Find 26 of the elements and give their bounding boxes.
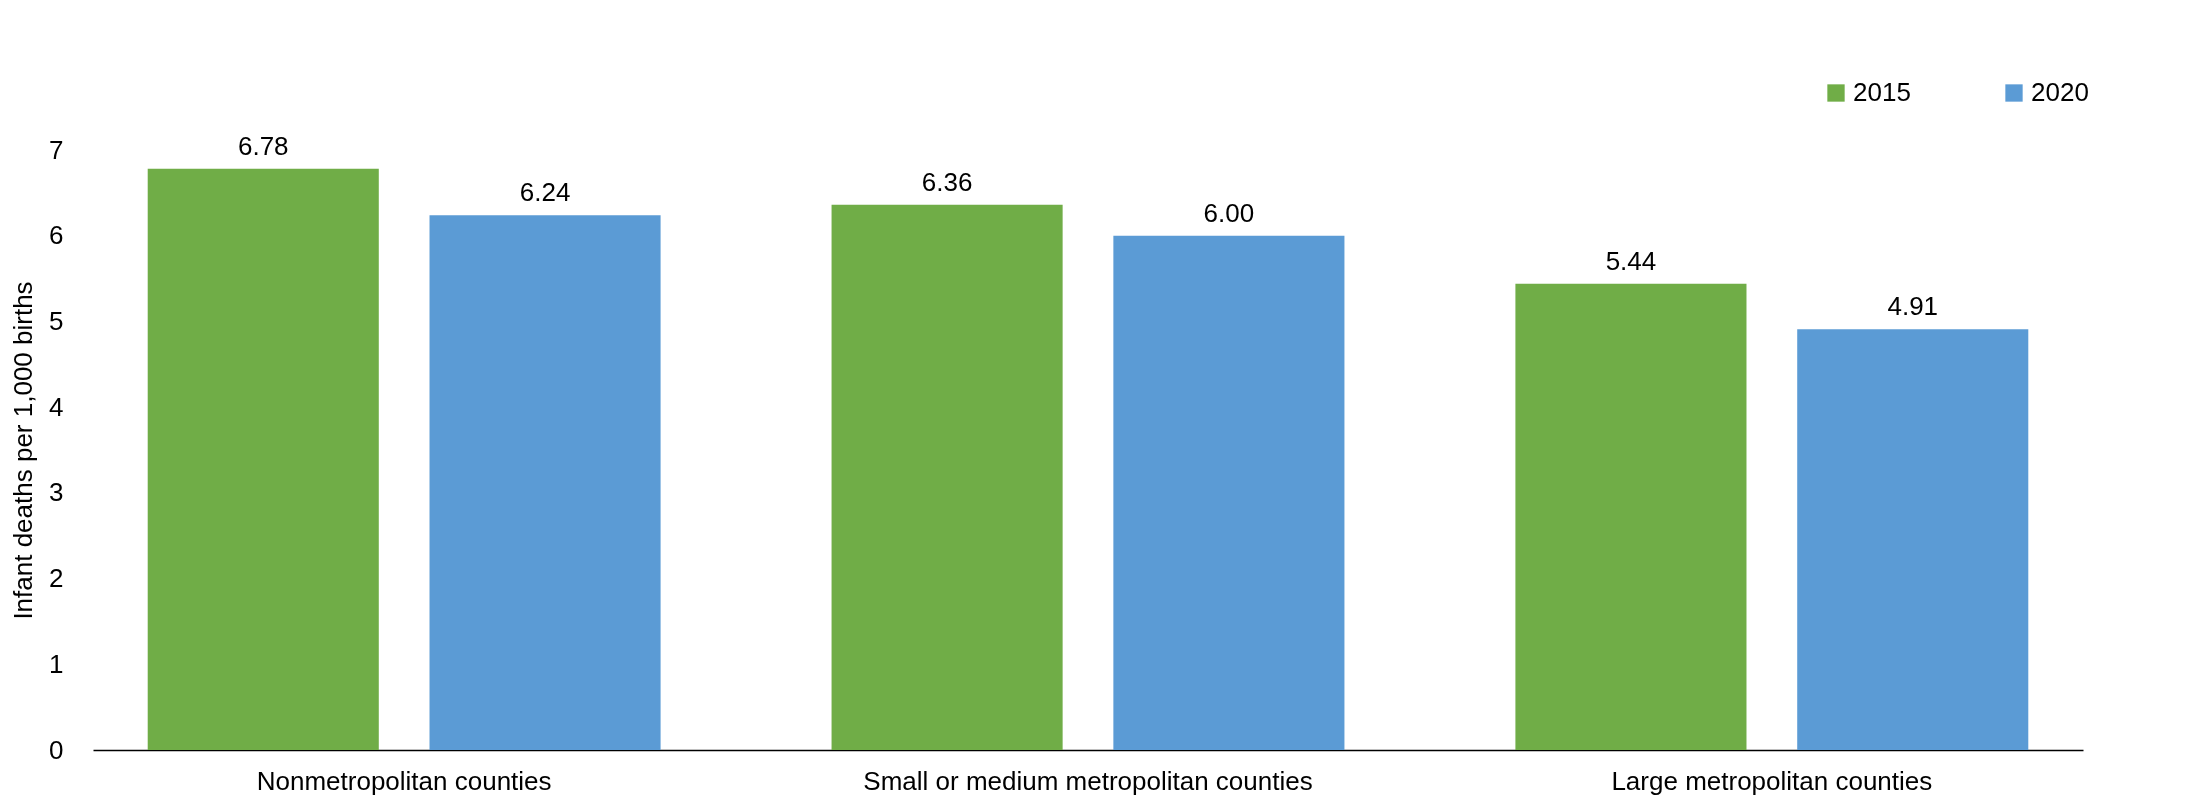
data-label: 6.78 (237, 130, 289, 161)
bar (831, 204, 1063, 750)
x-tick-label: Large metropolitan counties (1611, 765, 1933, 796)
x-tick-label: Nonmetropolitan counties (256, 765, 552, 796)
bar (1113, 235, 1345, 750)
data-label: 5.44 (1605, 245, 1657, 276)
y-axis-title: Infant deaths per 1,000 births (8, 281, 39, 620)
y-tick-label: 3 (49, 477, 64, 508)
y-tick-label: 1 (49, 648, 64, 679)
data-label: 6.00 (1203, 197, 1255, 228)
data-label: 6.36 (921, 166, 973, 197)
y-tick-label: 5 (49, 305, 64, 336)
y-tick-label: 6 (49, 220, 64, 251)
bar (1515, 283, 1747, 750)
bar (147, 168, 379, 750)
y-tick-label: 4 (49, 391, 64, 422)
y-tick-label: 0 (49, 734, 64, 765)
data-label: 4.91 (1887, 291, 1939, 322)
legend-label: 2020 (2031, 77, 2089, 107)
y-tick-label: 7 (49, 134, 64, 165)
legend-label: 2015 (1853, 77, 1911, 107)
y-tick-label: 2 (49, 563, 64, 594)
data-label: 6.24 (519, 177, 571, 208)
bar (1797, 329, 2029, 750)
x-tick-label: Small or medium metropolitan counties (863, 765, 1313, 796)
bar (429, 215, 661, 750)
